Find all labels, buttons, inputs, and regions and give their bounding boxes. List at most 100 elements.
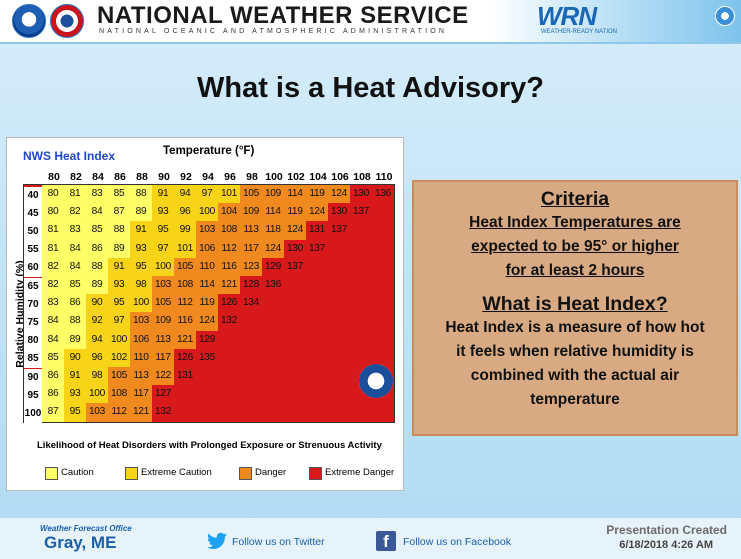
heat-index-cell — [284, 367, 306, 386]
heat-index-cell: 93 — [130, 239, 152, 258]
slide-title: What is a Heat Advisory? — [196, 72, 544, 104]
heat-index-cell — [328, 312, 350, 331]
wfo-name-link[interactable]: Gray, ME — [44, 533, 117, 552]
heat-index-cell: 124 — [284, 221, 306, 240]
heat-index-cell — [306, 257, 328, 276]
temperature-tick: 106 — [331, 171, 349, 183]
heat-index-cell: 130 — [328, 203, 350, 222]
wrn-logo-text: WRN — [537, 1, 597, 31]
humidity-tick: 60 — [24, 259, 42, 278]
heat-index-cell — [240, 312, 262, 331]
heat-index-cell — [262, 294, 284, 313]
heat-index-cell: 137 — [306, 239, 328, 258]
heat-index-cell — [328, 385, 350, 404]
heat-index-cell: 134 — [240, 294, 262, 313]
heat-index-cell: 112 — [108, 403, 130, 422]
criteria-line: expected to be 95° or higher — [471, 238, 679, 255]
heat-index-cell — [350, 221, 372, 240]
heat-index-cell: 98 — [130, 276, 152, 295]
heat-index-cell — [262, 312, 284, 331]
heat-index-cell — [218, 330, 240, 349]
heat-index-cell — [218, 348, 240, 367]
heat-index-cell: 86 — [64, 294, 86, 313]
heat-index-cell — [196, 385, 218, 404]
heat-index-cell: 108 — [174, 276, 196, 295]
heat-index-cell: 103 — [86, 403, 108, 422]
twitter-icon[interactable] — [207, 532, 227, 550]
heat-index-cell: 124 — [306, 203, 328, 222]
heat-index-cell: 93 — [64, 385, 86, 404]
heat-index-cell: 80 — [42, 185, 64, 204]
temperature-tick: 100 — [265, 171, 283, 183]
heat-index-cell: 97 — [152, 239, 174, 258]
heat-index-cell: 117 — [240, 239, 262, 258]
heat-index-cell — [284, 312, 306, 331]
heat-index-cell: 88 — [86, 257, 108, 276]
facebook-icon[interactable]: f — [376, 531, 396, 551]
heat-index-cell: 136 — [262, 276, 284, 295]
humidity-tick: 95 — [24, 386, 42, 405]
heat-index-cell: 96 — [86, 348, 108, 367]
heat-index-cell: 130 — [350, 185, 372, 204]
heat-index-cell — [328, 367, 350, 386]
heat-index-cell: 131 — [306, 221, 328, 240]
footer: Weather Forecast Office Gray, ME Follow … — [0, 518, 741, 559]
heat-index-cell: 127 — [152, 385, 174, 404]
heat-index-cell: 104 — [218, 203, 240, 222]
heat-index-cell: 124 — [196, 312, 218, 331]
heat-index-cell: 113 — [152, 330, 174, 349]
temperature-tick: 108 — [353, 171, 371, 183]
heat-index-cell: 121 — [218, 276, 240, 295]
heat-index-cell: 93 — [152, 203, 174, 222]
twitter-link[interactable]: Follow us on Twitter — [232, 536, 325, 548]
heat-index-cell — [350, 403, 372, 422]
temperature-tick: 102 — [287, 171, 305, 183]
heat-index-cell: 103 — [152, 276, 174, 295]
heat-index-cell: 108 — [108, 385, 130, 404]
heat-index-cell: 112 — [218, 239, 240, 258]
heat-index-cell: 131 — [174, 367, 196, 386]
heat-index-cell — [306, 348, 328, 367]
heat-index-cell: 113 — [130, 367, 152, 386]
heat-index-cell: 105 — [240, 185, 262, 204]
temperature-tick: 84 — [92, 171, 104, 183]
heat-index-cell: 87 — [108, 203, 130, 222]
heat-index-cell: 91 — [152, 185, 174, 204]
heat-index-cell — [328, 330, 350, 349]
heat-index-cell: 114 — [262, 203, 284, 222]
legend-label: Extreme Danger — [325, 467, 395, 478]
heat-index-cell: 109 — [152, 312, 174, 331]
heat-index-cell: 97 — [196, 185, 218, 204]
legend-label: Extreme Caution — [141, 467, 212, 478]
heat-index-cell: 84 — [42, 312, 64, 331]
noaa-logo-icon — [12, 4, 46, 38]
heat-index-cell: 132 — [152, 403, 174, 422]
heat-index-cell: 110 — [196, 257, 218, 276]
heat-index-cell — [284, 385, 306, 404]
heat-index-cell: 86 — [42, 385, 64, 404]
humidity-tick: 90 — [24, 368, 42, 387]
heat-index-cell: 116 — [218, 257, 240, 276]
heat-index-cell — [306, 312, 328, 331]
temperature-tick: 80 — [48, 171, 60, 183]
heat-index-cell — [350, 330, 372, 349]
heat-index-cell: 112 — [174, 294, 196, 313]
heat-index-cell: 95 — [108, 294, 130, 313]
wrn-logo: WRN WEATHER-READY NATION — [537, 1, 623, 37]
heat-index-cell: 82 — [42, 257, 64, 276]
heat-index-cell: 122 — [152, 367, 174, 386]
facebook-link[interactable]: Follow us on Facebook — [403, 536, 511, 548]
header-title: NATIONAL WEATHER SERVICE — [97, 2, 469, 29]
heat-index-cell: 100 — [152, 257, 174, 276]
heat-index-cell: 109 — [240, 203, 262, 222]
heat-index-cell — [262, 403, 284, 422]
heat-index-cell: 89 — [86, 276, 108, 295]
heat-index-cell — [372, 257, 394, 276]
heat-index-cell: 88 — [64, 312, 86, 331]
heat-index-cell: 119 — [196, 294, 218, 313]
heat-index-cell: 85 — [42, 348, 64, 367]
heat-index-cell: 93 — [108, 276, 130, 295]
heat-index-cell: 84 — [42, 330, 64, 349]
heat-index-cell: 137 — [284, 257, 306, 276]
heat-index-cell — [218, 385, 240, 404]
